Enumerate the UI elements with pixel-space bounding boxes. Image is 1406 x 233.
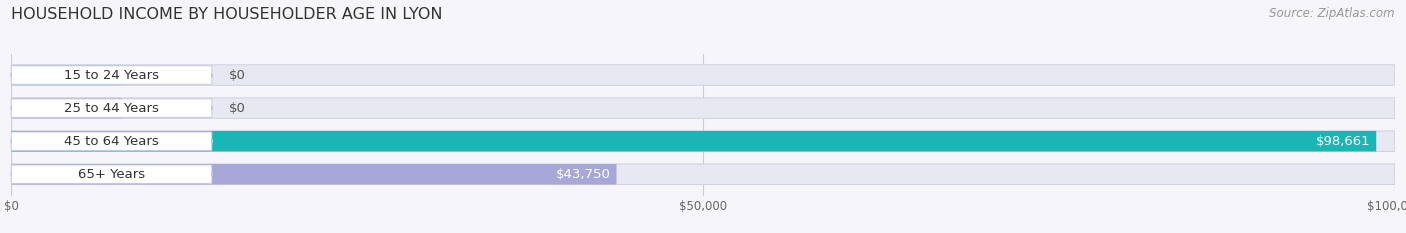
FancyBboxPatch shape — [11, 132, 212, 151]
FancyBboxPatch shape — [11, 131, 1395, 151]
FancyBboxPatch shape — [11, 164, 617, 185]
FancyBboxPatch shape — [11, 65, 121, 85]
Text: $98,661: $98,661 — [1316, 135, 1371, 148]
Text: $0: $0 — [228, 102, 245, 115]
FancyBboxPatch shape — [11, 65, 1395, 85]
Text: 45 to 64 Years: 45 to 64 Years — [65, 135, 159, 148]
Text: Source: ZipAtlas.com: Source: ZipAtlas.com — [1270, 7, 1395, 20]
FancyBboxPatch shape — [11, 164, 1395, 185]
Text: 15 to 24 Years: 15 to 24 Years — [65, 69, 159, 82]
Text: $0: $0 — [228, 69, 245, 82]
Text: 25 to 44 Years: 25 to 44 Years — [65, 102, 159, 115]
Text: 65+ Years: 65+ Years — [77, 168, 145, 181]
Text: HOUSEHOLD INCOME BY HOUSEHOLDER AGE IN LYON: HOUSEHOLD INCOME BY HOUSEHOLDER AGE IN L… — [11, 7, 443, 22]
FancyBboxPatch shape — [11, 98, 1395, 118]
FancyBboxPatch shape — [11, 66, 212, 84]
FancyBboxPatch shape — [11, 99, 212, 117]
Text: $43,750: $43,750 — [557, 168, 612, 181]
FancyBboxPatch shape — [11, 98, 121, 118]
FancyBboxPatch shape — [11, 165, 212, 184]
FancyBboxPatch shape — [11, 131, 1376, 151]
